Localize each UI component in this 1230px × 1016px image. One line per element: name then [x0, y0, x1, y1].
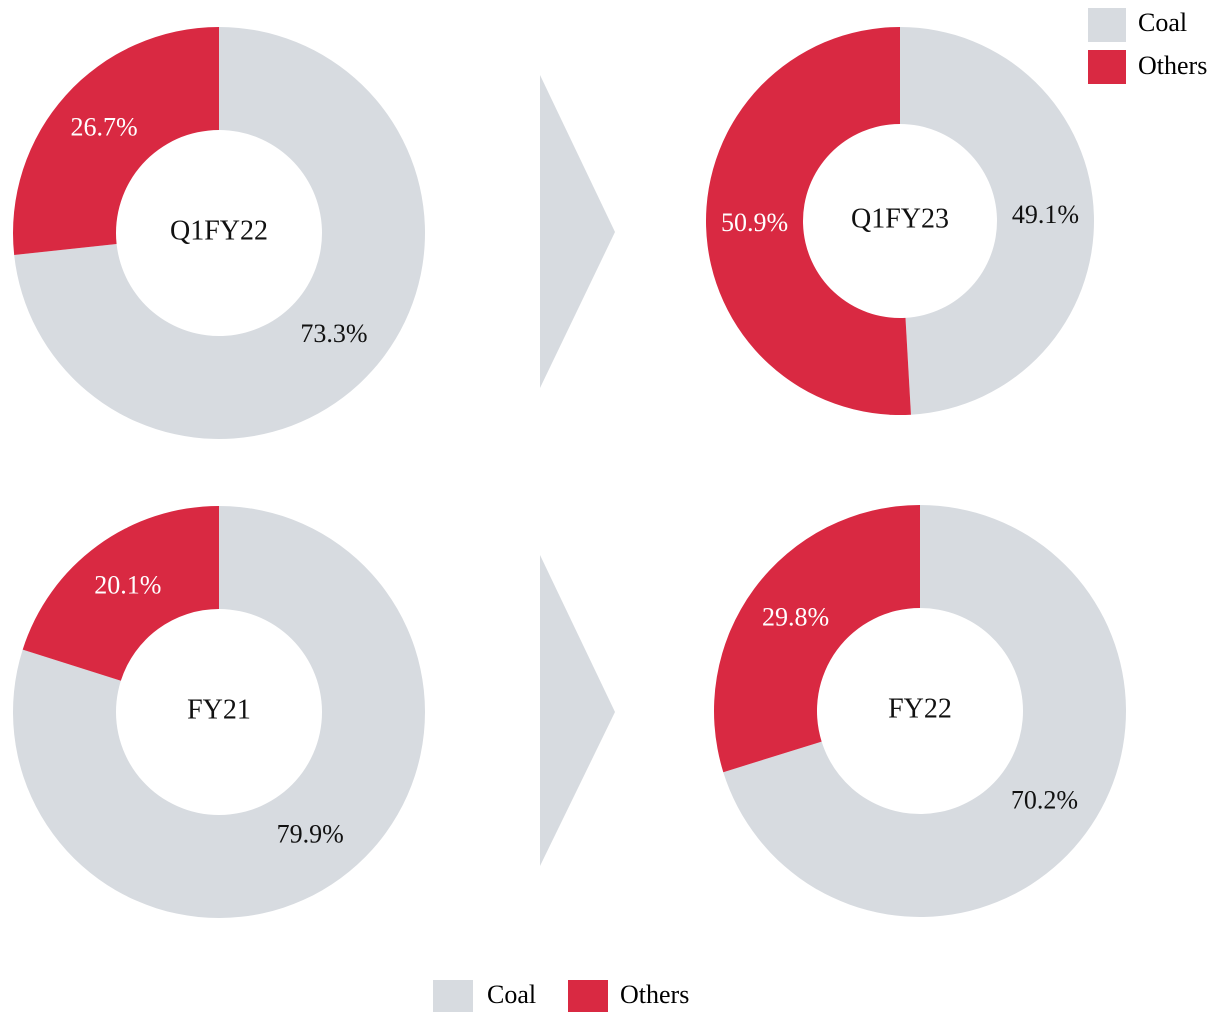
donut-segment — [12, 506, 426, 919]
data-label: 26.7% — [70, 113, 137, 142]
donut-center-label: Q1FY22 — [170, 215, 268, 246]
donut-segment — [900, 27, 1094, 415]
donut-segment — [723, 505, 1126, 917]
legend-label: Coal — [487, 980, 536, 1009]
legend-label: Others — [620, 980, 689, 1009]
donut-segment — [22, 506, 220, 681]
legend: Coal Others — [1088, 8, 1207, 84]
donut-center-label: Q1FY23 — [851, 203, 949, 234]
data-label: 20.1% — [94, 570, 161, 599]
donut-segment — [14, 27, 425, 439]
donut-center-label: FY21 — [187, 694, 251, 725]
arrow — [540, 75, 615, 388]
arrow — [540, 555, 615, 866]
legend-swatch — [568, 980, 608, 1012]
legend-label: Coal — [1138, 8, 1187, 37]
legend-label: Others — [1138, 51, 1207, 80]
data-label: 50.9% — [721, 208, 788, 237]
data-label: 73.3% — [300, 319, 367, 348]
data-label: 49.1% — [1012, 200, 1079, 229]
legend-swatch — [1088, 50, 1126, 84]
legend-swatch — [1088, 8, 1126, 42]
donut-segment — [705, 27, 911, 416]
donut-segment — [714, 505, 920, 773]
legend: Coal Others — [433, 980, 689, 1012]
legend-swatch — [433, 980, 473, 1012]
data-label: 29.8% — [762, 602, 829, 631]
data-label: 70.2% — [1011, 786, 1078, 815]
donut-center-label: FY22 — [888, 693, 952, 724]
data-label: 79.9% — [277, 820, 344, 849]
donut-segment — [13, 27, 220, 255]
